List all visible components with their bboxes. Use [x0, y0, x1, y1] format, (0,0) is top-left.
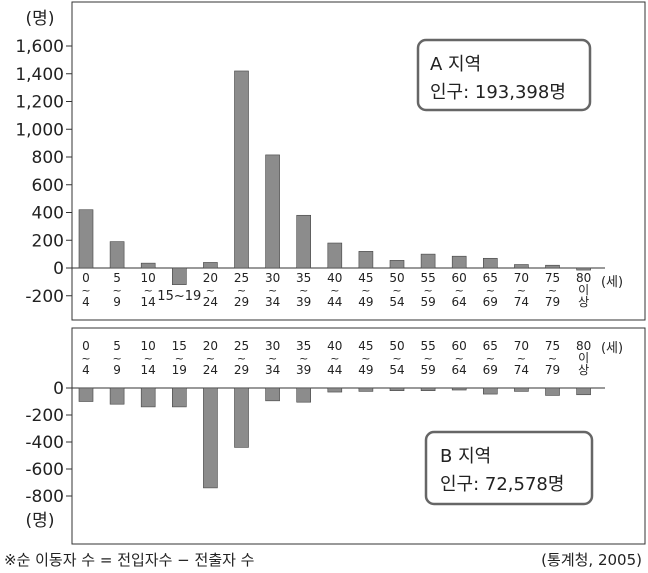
panel-a-y-tick-label: 600 [32, 176, 64, 196]
panel-b-category-label: 45 ~49 [358, 339, 373, 377]
panel-a-y-tick-label: 1,000 [15, 120, 64, 140]
panel-a-bar [358, 251, 374, 269]
panel-a-category-label: 20 ~24 [203, 271, 218, 309]
panel-b-category-label: 0 ~4 [81, 339, 90, 377]
panel-b-category-label: 75 ~79 [545, 339, 560, 377]
panel-a-region-label: A 지역 [430, 54, 481, 75]
panel-b-bar [327, 387, 343, 393]
panel-a-y-tick-label: -200 [25, 287, 64, 307]
migration-chart: (명) -200 0 200 400 600 800 1,000 1,200 1,400 1,60… [15, 1, 646, 545]
footnote: ※순 이동자 수 = 전입자수 − 전출자 수 [4, 551, 255, 569]
panel-b-category-label: 70 ~74 [514, 339, 529, 377]
panel-b-bar [172, 387, 187, 408]
panel-b-bar [78, 387, 94, 402]
panel-a-y-tick-label: 800 [32, 148, 64, 168]
panel-b-category-label: 40 ~44 [327, 339, 342, 377]
panel-a-bar [78, 209, 94, 269]
panel-b-bar [358, 387, 374, 392]
panel-a-population-label: 인구: 193,398명 [430, 82, 566, 103]
panel-a-category-label: 70 ~74 [514, 271, 529, 309]
panel-b-bar [203, 387, 218, 489]
panel-a-x-unit: (세) [601, 275, 623, 290]
panel-b-category-label: 50 ~54 [389, 339, 404, 377]
panel-a-bar [482, 257, 498, 269]
panel-b-bar [140, 387, 156, 408]
panel-b-bar [265, 387, 280, 402]
panel-a-bar [420, 253, 436, 269]
panel-b-y-unit: (명) [26, 511, 55, 531]
panel-a-y-unit: (명) [26, 9, 55, 29]
panel-a-bar [265, 154, 280, 269]
panel-a-category-label: 25 ~29 [234, 271, 249, 309]
panel-b-x-unit: (세) [601, 341, 623, 356]
panel-a-bar [576, 267, 591, 271]
panel-a-category-label: 45 ~49 [358, 271, 373, 309]
panel-b-y-tick-label: -800 [25, 487, 64, 507]
panel-a-bar [203, 262, 218, 269]
panel-b-bar [514, 387, 529, 392]
panel-a-bar [296, 214, 312, 269]
panel-b-region-label: B 지역 [440, 446, 491, 467]
panel-b-category-label: 80 이 상 [576, 339, 591, 377]
panel-a-category-label: 60 ~64 [452, 271, 467, 309]
panel-b-category-label: 10 ~14 [141, 339, 156, 377]
panel-a-category-label: 30 ~34 [265, 271, 280, 309]
panel-a-y-tick-label: 1,400 [15, 65, 64, 85]
panel-a-category-label: 0 ~4 [81, 271, 90, 309]
panel-b-bar [234, 387, 249, 448]
panel-a-y-tick-label: 0 [53, 259, 64, 279]
panel-a-category-label: 10 ~14 [141, 271, 156, 309]
panel-a-category-label: 40 ~44 [327, 271, 342, 309]
panel-a-bar [109, 241, 125, 269]
panel-b-bar [545, 387, 560, 396]
panel-b-y-tick-label: -400 [25, 433, 64, 453]
panel-b-bar [389, 387, 405, 391]
panel-a-y-tick-label: 1,600 [15, 37, 64, 57]
panel-a-bar [234, 70, 249, 269]
panel-b-bar [482, 387, 498, 395]
panel-a-category-label: 75 ~79 [545, 271, 560, 309]
panel-b-y-tick-label: -200 [25, 406, 64, 426]
source-note: (통계청, 2005) [541, 551, 642, 569]
panel-a-category-label: 5 ~9 [112, 271, 121, 309]
panel-b-bar [576, 387, 591, 396]
panel-b-bar [109, 387, 125, 405]
panel-a-bar [140, 262, 156, 269]
panel-b-bar [451, 387, 467, 391]
panel-a-bar [545, 264, 560, 269]
panel-b-category-label: 60 ~64 [452, 339, 467, 377]
panel-b-category-label: 20 ~24 [203, 339, 218, 377]
panel-b-y-tick-label: 0 [53, 379, 64, 399]
panel-a-category-label: 65 ~69 [483, 271, 498, 309]
panel-a-category-label: 55 ~59 [420, 271, 435, 309]
panel-a-y-tick-label: 400 [32, 204, 64, 224]
panel-a: (명) -200 0 200 400 600 800 1,000 1,200 1,400 1,60… [15, 1, 646, 321]
panel-a-y-tick-label: 1,200 [15, 93, 64, 113]
panel-a-bar [389, 260, 405, 269]
panel-a-category-label: 50 ~54 [389, 271, 404, 309]
panel-b: (명) 0 -200 -400 -600 -800 0 ~4 5 ~9 10 ~14 15 ~19 20… [25, 327, 646, 545]
panel-b-category-label: 65 ~69 [483, 339, 498, 377]
panel-b-category-label: 35 ~39 [296, 339, 311, 377]
panel-a-bar [514, 264, 529, 269]
panel-a-y-tick-label: 200 [32, 231, 64, 251]
panel-b-bar [420, 387, 436, 391]
panel-a-bar [172, 267, 187, 285]
panel-b-population-label: 인구: 72,578명 [440, 474, 564, 495]
panel-b-category-label: 15 ~19 [172, 339, 187, 377]
panel-b-category-label: 5 ~9 [112, 339, 121, 377]
panel-a-category-label: 35 ~39 [296, 271, 311, 309]
panel-a-category-label: 80 이 상 [576, 271, 591, 309]
panel-a-category-label: 15~19 [157, 289, 201, 304]
panel-a-bar [451, 255, 467, 269]
panel-b-category-label: 30 ~34 [265, 339, 280, 377]
panel-b-category-label: 55 ~59 [420, 339, 435, 377]
panel-b-category-label: 25 ~29 [234, 339, 249, 377]
panel-b-bar [296, 387, 312, 403]
panel-a-bar [327, 242, 343, 269]
panel-b-y-tick-label: -600 [25, 460, 64, 480]
